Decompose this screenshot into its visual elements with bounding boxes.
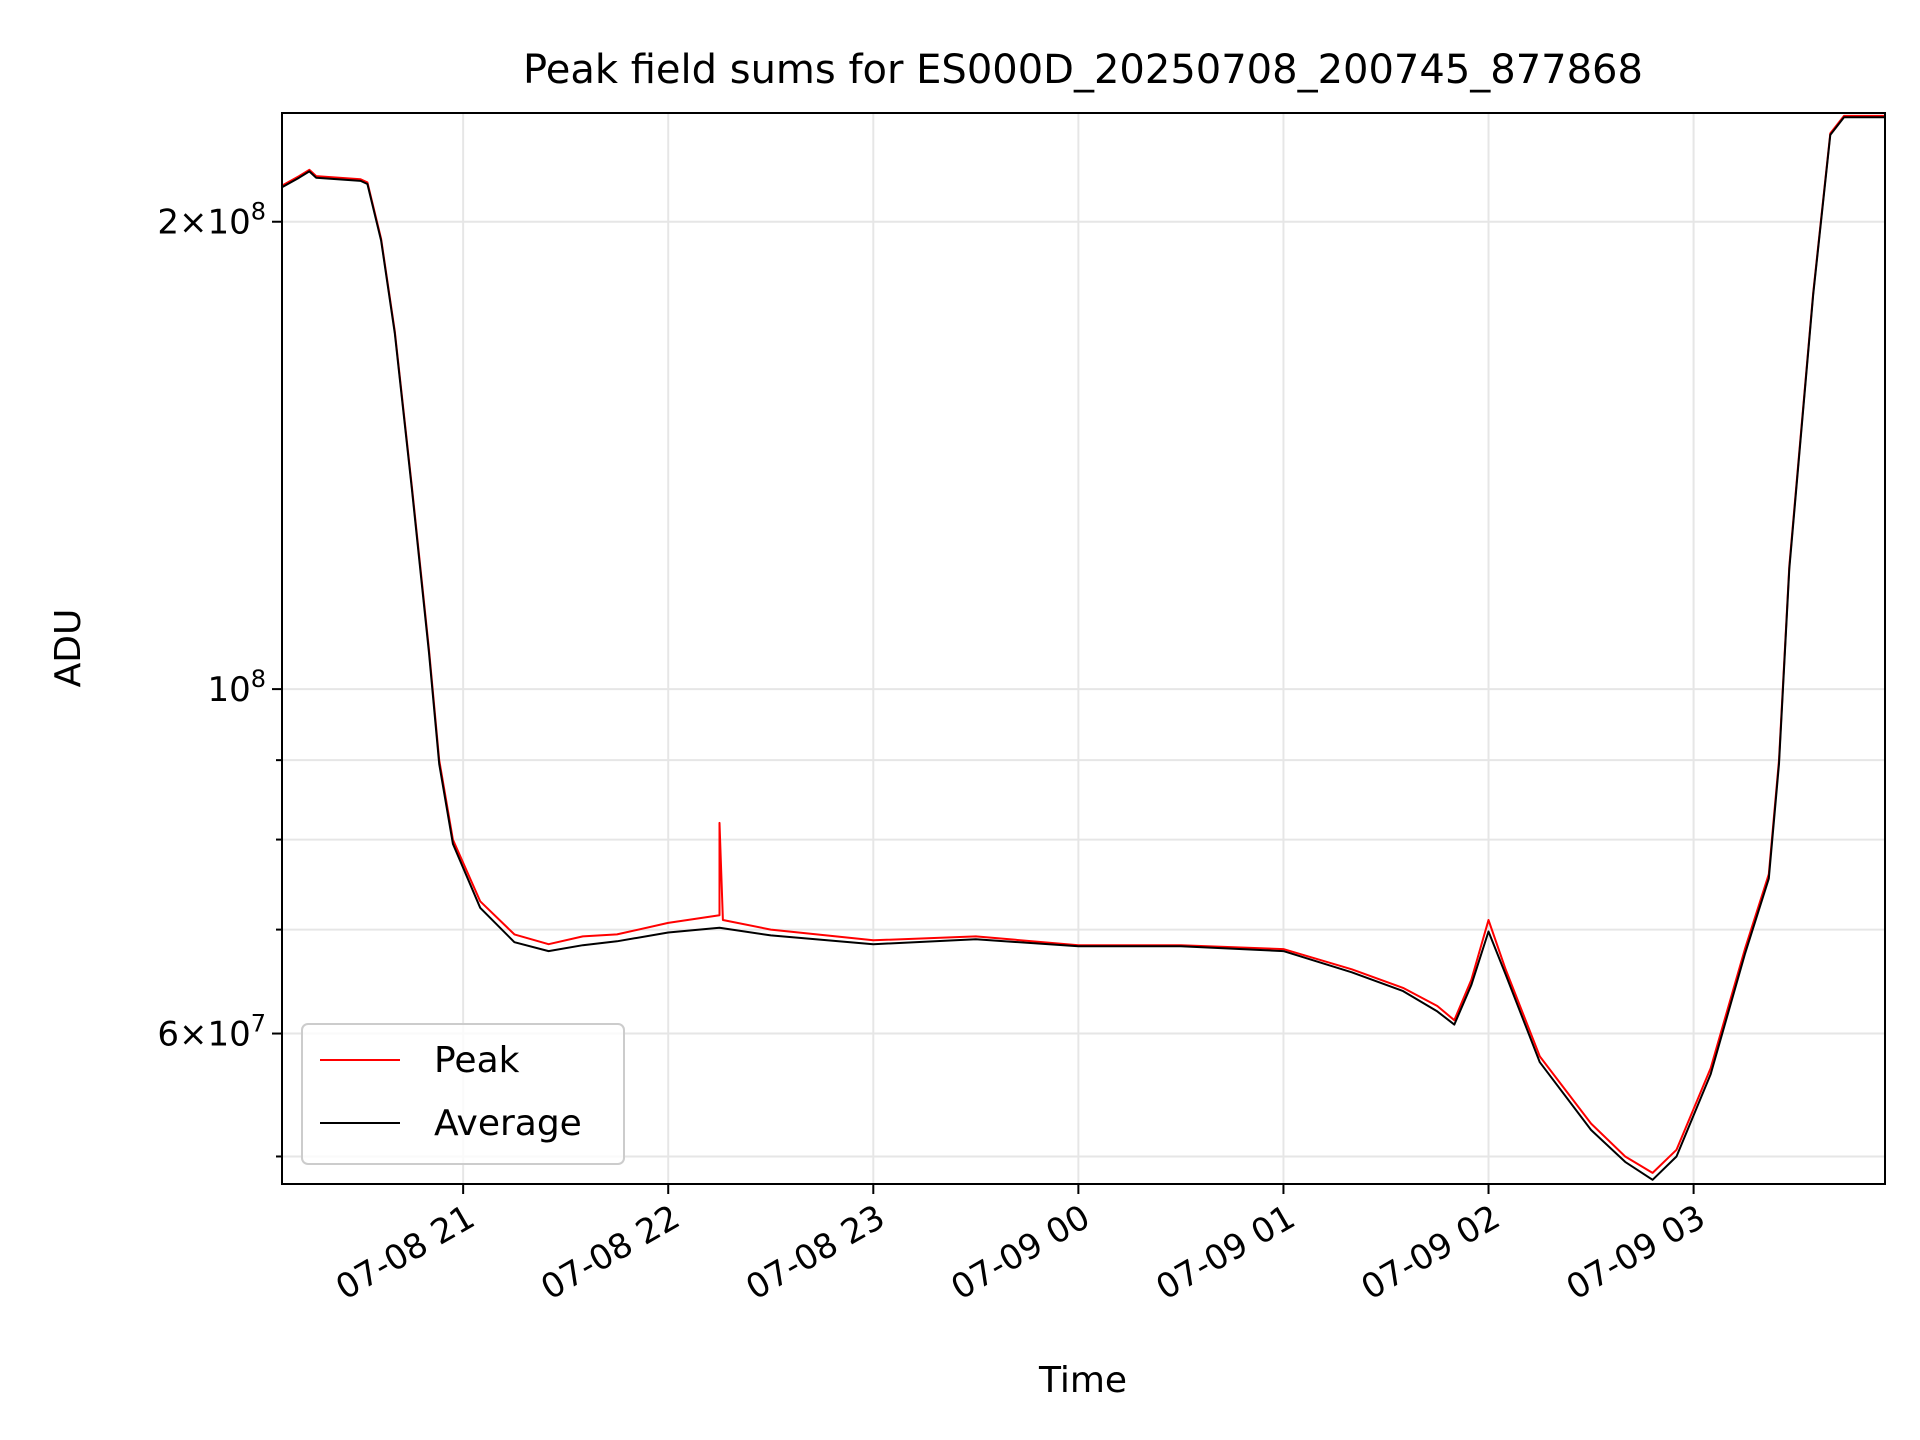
series-layer <box>281 114 1885 1181</box>
y-tick-label: 2×108 <box>157 198 266 243</box>
legend-label-peak: Peak <box>434 1040 520 1081</box>
legend: Peak Average <box>301 1023 625 1165</box>
series-line-average <box>281 116 1885 1181</box>
y-axis: 6×107 108 2×108 <box>157 198 282 1158</box>
x-axis-label: Time <box>1038 1360 1127 1401</box>
y-axis-label: ADU <box>48 609 89 688</box>
chart-title: Peak field sums for ES000D_20250708_2007… <box>523 47 1643 93</box>
plot-frame <box>281 112 1886 1185</box>
legend-label-average: Average <box>434 1103 582 1144</box>
y-tick-label: 108 <box>207 665 266 710</box>
y-tick-label: 6×107 <box>157 1010 266 1055</box>
